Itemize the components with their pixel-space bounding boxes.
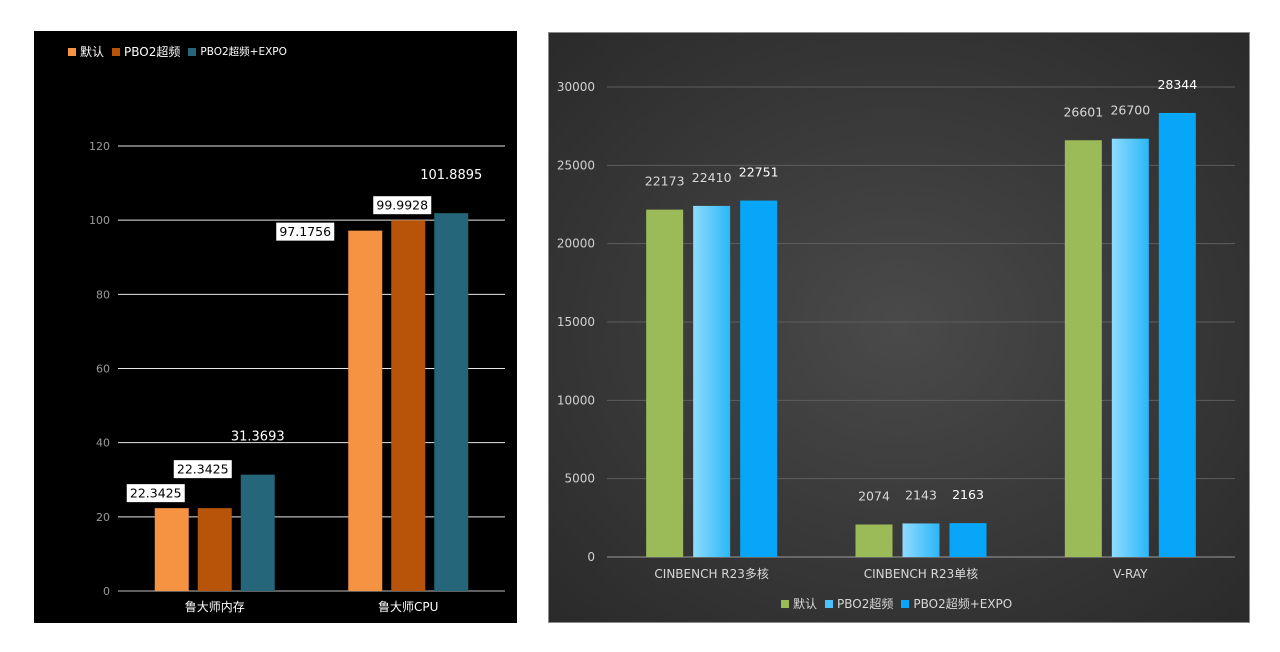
data-label-box [173,460,232,479]
data-label: 2074 [858,489,890,504]
data-label-box [373,196,432,215]
cinebench-vray-bar-chart: 0 5000 10000 15000 20000 25000 30000 CINBENCH R… [557,77,1235,581]
y-tick-label: 10000 [557,393,595,407]
memory-cpu-bar-chart: 0 20 40 60 80 100 120 鲁大师内存 鲁大师CPU 22.3425 22.3425… [89,140,505,614]
legend-item: 默认 [781,595,817,612]
cinebench-vray-chart-panel: 0 5000 10000 15000 20000 25000 30000 CINBENCH R… [548,32,1250,623]
x-tick-label: CINBENCH R23多核 [654,567,769,581]
x-tick-label: V-RAY [1113,567,1148,581]
y-tick-label: 0 [103,585,110,598]
bar [902,523,940,557]
data-label-box [126,484,185,503]
data-label: 26601 [1063,104,1103,119]
y-tick-label: 100 [89,214,110,227]
y-tick-label: 30000 [557,80,595,94]
bar [1111,138,1149,557]
chart-legend: 默认 PBO2超频 PBO2超频+EXPO [781,595,1020,612]
data-label: 22.3425 [130,486,182,501]
legend-label: PBO2超频+EXPO [913,597,1013,611]
legend-swatch [68,47,76,56]
legend-item: PBO2超频 [825,595,893,612]
bar [693,205,731,557]
data-label: 26700 [1110,103,1150,118]
y-tick-label: 15000 [557,315,595,329]
bar [240,474,275,591]
bar [1158,112,1196,557]
bar [949,523,987,557]
y-tick-label: 40 [96,437,110,450]
bar [154,508,189,591]
y-tick-label: 60 [96,363,110,376]
data-label: 22.3425 [177,462,229,477]
legend-label: 默认 [80,45,105,59]
legend-label: 默认 [793,597,818,611]
bar [197,508,232,591]
legend-swatch [901,599,910,608]
data-label: 22410 [692,170,732,185]
data-label: 101.8895 [420,168,482,183]
chart-legend: 默认 PBO2超频 PBO2超频+EXPO [68,43,295,60]
legend-item: PBO2超频+EXPO [188,44,287,59]
x-tick-label: CINBENCH R23单核 [864,567,979,581]
x-tick-label: 鲁大师内存 [185,600,245,614]
legend-swatch [825,599,834,608]
memory-cpu-chart-panel: 默认 PBO2超频 PBO2超频+EXPO 0 20 40 60 80 100 120 鲁大师内存… [34,31,517,623]
legend-swatch [112,47,121,56]
legend-label: PBO2超频+EXPO [200,46,287,58]
y-tick-label: 20 [96,511,110,524]
legend-label: PBO2超频 [124,45,181,59]
legend-swatch [188,47,197,56]
y-tick-label: 0 [587,550,595,564]
y-tick-label: 80 [96,288,110,301]
data-label: 2143 [905,487,937,502]
data-label: 99.9928 [376,198,428,213]
bar [348,230,383,591]
data-label: 2163 [952,487,984,502]
bar [855,524,893,557]
y-tick-label: 5000 [564,472,595,486]
data-label: 31.3693 [231,430,285,445]
data-label-box [276,222,335,241]
data-label: 22751 [739,165,779,180]
legend-item: 默认 [68,43,104,60]
y-tick-label: 25000 [557,158,595,172]
bar [391,220,426,591]
y-tick-label: 120 [89,140,110,153]
legend-swatch [781,599,789,608]
data-label: 28344 [1157,77,1197,92]
data-label: 97.1756 [279,224,331,239]
legend-item: PBO2超频+EXPO [901,595,1012,612]
bar [646,209,684,558]
bar [434,213,469,591]
data-label: 22173 [645,174,685,189]
bar [740,200,778,557]
y-tick-label: 20000 [557,237,595,251]
bar [1064,140,1102,557]
legend-item: PBO2超频 [112,43,180,60]
legend-label: PBO2超频 [837,597,894,611]
x-tick-label: 鲁大师CPU [378,600,438,614]
